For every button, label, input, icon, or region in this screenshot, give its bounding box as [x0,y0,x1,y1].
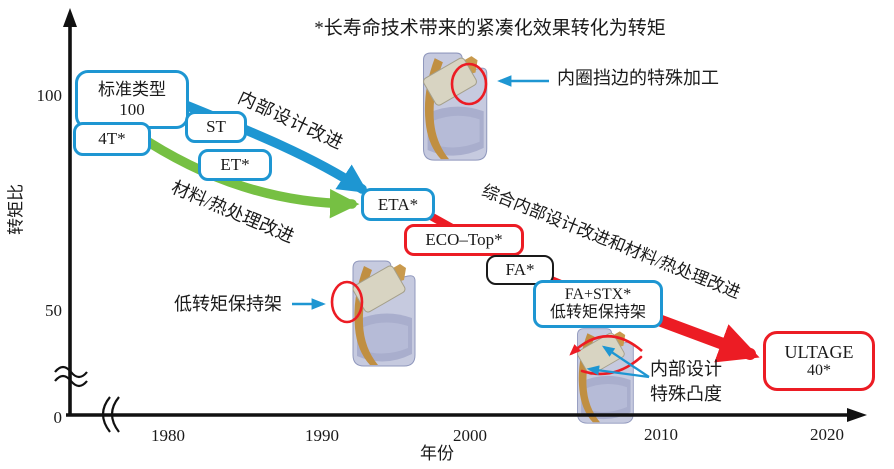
x-axis-label: 年份 [420,444,454,463]
x-tick-1980: 1980 [151,426,185,445]
annotation-crown: 内部设计 特殊凸度 [650,357,722,407]
annotation-low-torque-cage: 低转矩保持架 [174,294,282,314]
y-tick-50: 50 [45,301,62,320]
node-sublabel: 40* [807,362,831,380]
bearing-illustration-top [421,52,488,161]
node-4t: 4T* [73,122,151,156]
node-standard-type: 标准类型 100 [75,70,189,129]
node-label: ULTAGE [784,341,854,362]
node-label: FA* [505,260,535,280]
node-et: ET* [198,149,272,181]
node-label: 4T* [98,129,126,149]
annotation-inner-ring: 内圈挡边的特殊加工 [557,68,719,88]
x-tick-2010: 2010 [644,425,678,444]
bearing-illustration-bottom-left [351,260,416,367]
highlight-circle-cage [330,280,364,324]
node-eco-top: ECO–Top* [404,224,524,256]
x-tick-2000: 2000 [453,426,487,445]
x-axis [66,408,867,422]
y-axis-label: 转矩比 [6,183,26,235]
x-axis-break [101,396,120,433]
node-label: ETA* [377,194,419,214]
node-label: FA+STX* [564,286,632,304]
node-ultage: ULTAGE 40* [763,331,875,391]
node-fa-stx: FA+STX* 低转矩保持架 [533,280,663,328]
x-tick-2020: 2020 [810,425,844,444]
chart-note: *长寿命技术带来的紧凑化效果转化为转矩 [314,18,666,39]
node-label: ET* [220,155,250,175]
annotation-crown-line2: 特殊凸度 [650,384,722,405]
node-st: ST [185,111,247,143]
node-label: ECO–Top* [425,230,503,250]
highlight-circle-inner-ring [450,62,488,106]
annotation-crown-line1: 内部设计 [650,359,722,379]
node-sublabel: 低转矩保持架 [549,304,646,321]
node-label: ST [206,117,226,137]
node-eta: ETA* [361,188,435,221]
trend-arrow-material-heat [131,129,360,219]
x-tick-1990: 1990 [305,426,339,445]
node-fa: FA* [486,255,554,285]
y-axis [63,8,77,415]
y-tick-0: 0 [53,408,63,427]
node-sublabel: 100 [119,99,145,119]
y-axis-break [54,365,88,388]
node-label: 标准类型 [98,80,166,100]
y-tick-100: 100 [36,86,63,105]
crown-arrows [569,334,650,379]
